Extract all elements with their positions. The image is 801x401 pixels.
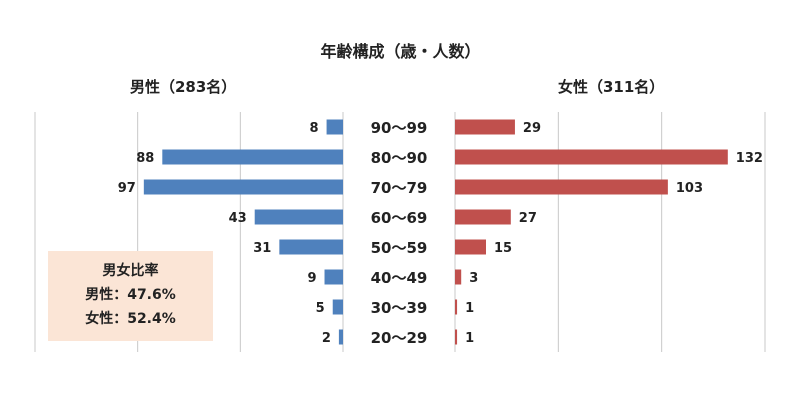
male-data-label: 31 <box>253 241 271 256</box>
male-data-label: 88 <box>136 151 154 166</box>
female-data-label: 103 <box>676 181 703 196</box>
female-bar <box>455 119 515 135</box>
female-data-label: 132 <box>736 151 763 166</box>
age-category-label: 70〜79 <box>371 179 428 197</box>
female-data-label: 27 <box>519 211 537 226</box>
female-data-label: 1 <box>465 331 474 346</box>
male-bar <box>279 239 343 255</box>
female-series-title: 女性（311名） <box>558 78 665 96</box>
age-category-label: 40〜49 <box>371 269 428 287</box>
age-category-label: 80〜90 <box>371 149 428 167</box>
age-category-label: 90〜99 <box>371 119 428 137</box>
female-bar <box>455 179 668 195</box>
chart-title: 年齢構成（歳・人数） <box>320 42 481 61</box>
gender-ratio-title: 男女比率 <box>102 263 159 279</box>
male-data-label: 9 <box>307 271 316 286</box>
male-data-label: 2 <box>322 331 331 346</box>
male-bar <box>338 329 343 345</box>
male-data-label: 43 <box>229 211 247 226</box>
gender-ratio-box: 男女比率 男性：47.6% 女性：52.4% <box>48 251 213 341</box>
female-bar <box>455 269 462 285</box>
age-category-label: 60〜69 <box>371 209 428 227</box>
male-bar <box>324 269 343 285</box>
female-bar <box>455 299 458 315</box>
age-category-label: 50〜59 <box>371 239 428 257</box>
male-bar <box>143 179 343 195</box>
male-series-title: 男性（283名） <box>130 78 237 96</box>
male-data-label: 8 <box>310 121 319 136</box>
male-data-label: 5 <box>316 301 325 316</box>
female-data-label: 3 <box>469 271 478 286</box>
female-data-label: 29 <box>523 121 541 136</box>
female-bar <box>455 149 728 165</box>
male-bar <box>162 149 343 165</box>
age-category-label: 20〜29 <box>371 329 428 347</box>
female-bar <box>455 209 511 225</box>
male-bar <box>326 119 343 135</box>
female-data-label: 15 <box>494 241 512 256</box>
female-data-label: 1 <box>465 301 474 316</box>
male-ratio: 男性：47.6% <box>85 287 176 303</box>
age-category-label: 30〜39 <box>371 299 428 317</box>
male-bar <box>254 209 343 225</box>
male-bar <box>332 299 343 315</box>
male-data-label: 97 <box>118 181 136 196</box>
female-bar <box>455 329 458 345</box>
female-bar <box>455 239 486 255</box>
female-ratio: 女性：52.4% <box>85 311 176 327</box>
